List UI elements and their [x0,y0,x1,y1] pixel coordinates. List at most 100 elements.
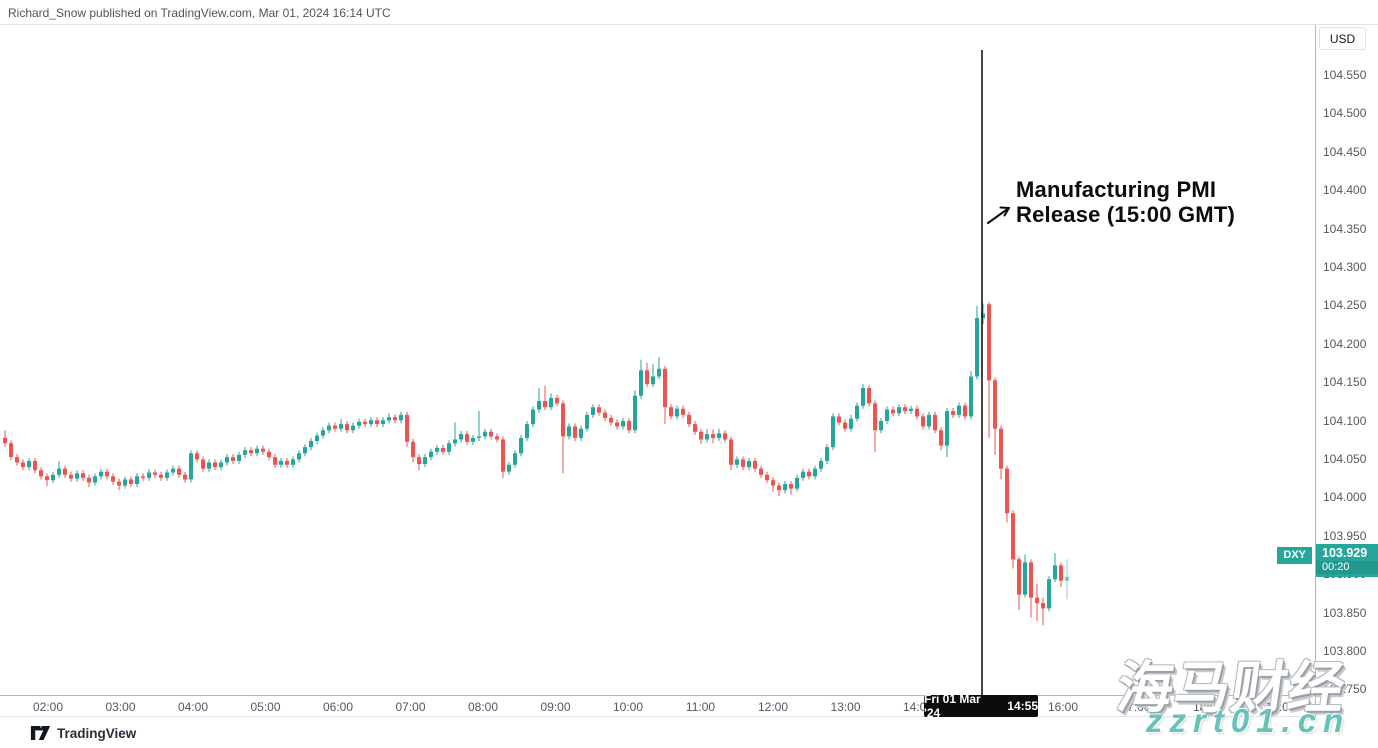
candle [765,474,769,481]
candle [315,435,319,441]
candle [141,476,145,478]
candle [879,421,883,431]
last-price-label: 103.929 00:20 [1316,544,1378,577]
candle [813,468,817,477]
candle [441,447,445,452]
candle [729,439,733,465]
candle [501,439,505,472]
candle [27,460,31,468]
candle [909,408,913,412]
candle [915,408,919,417]
currency-toggle-button[interactable]: USD [1319,27,1366,50]
candle [645,370,649,385]
price-tick: 104.000 [1323,490,1367,505]
candle [159,474,163,478]
candle [201,459,205,469]
candle [483,431,487,437]
time-tick: 16:00 [1047,700,1079,714]
candle [471,437,475,442]
tradingview-logo-icon [30,726,51,740]
candle [423,457,427,465]
candle [963,405,967,417]
candle [411,441,415,458]
candle [651,376,655,385]
candle [405,414,409,442]
candle [567,426,571,437]
candle [1041,603,1045,609]
price-tick: 104.550 [1323,68,1367,82]
candle [507,464,511,472]
candle [99,471,103,477]
candle [213,462,217,468]
candle [369,420,373,425]
time-tick: 02:00 [32,700,64,714]
candle [177,468,181,475]
price-tick: 104.350 [1323,221,1367,236]
candle [771,480,775,486]
candle [1029,562,1033,598]
candle [717,433,721,438]
time-tick: 12:00 [757,700,789,714]
candle [339,424,343,429]
price-axis[interactable]: USD 104.550 104.500 104.450 104.400 104.350 1… [1315,25,1378,717]
price-tick: 104.400 [1323,183,1367,198]
candle [891,409,895,414]
candle [1053,565,1057,580]
candle [843,422,847,429]
candle [801,471,805,478]
candle [1047,579,1051,609]
candle [579,428,583,438]
price-tick: 103.750 [1323,682,1367,697]
price-tick: 103.800 [1323,644,1367,658]
price-tick: 104.250 [1323,298,1367,313]
candle [15,457,19,463]
candle [609,417,613,423]
time-axis[interactable]: 02:00 03:00 04:00 05:00 06:00 07:00 08:00 09:00… [0,692,1378,720]
candle [681,408,685,415]
time-tick: 19:00 [1265,700,1296,714]
candle [1017,559,1021,595]
candle [591,407,595,415]
candle [243,450,247,455]
candle [819,460,823,469]
candle [381,420,385,425]
candlestick-chart-pane[interactable]: Manufacturing PMI Release (15:00 GMT) [0,25,1315,717]
candle [321,430,325,436]
tradingview-link[interactable]: TradingView [30,724,136,742]
candle [951,411,955,415]
candle [861,388,865,406]
candle [297,453,301,460]
candle [153,472,157,475]
candle [207,462,211,469]
published-by-text: Richard_Snow published on TradingView.co… [8,6,391,20]
candle [453,439,457,444]
candle [627,421,631,431]
last-price-value: 103.929 [1322,546,1368,560]
candle [849,418,853,429]
candle [837,416,841,423]
event-annotation-text: Manufacturing PMI Release (15:00 GMT) [1016,177,1235,227]
event-date: Fri 01 Mar '24 [924,692,981,720]
time-tick: 05:00 [250,700,281,714]
candle [549,397,553,408]
candle [285,460,289,465]
candle [807,471,811,477]
candle [387,417,391,421]
candle [93,476,97,483]
candle [705,434,709,440]
candle [537,401,541,410]
candle [867,388,871,404]
candle [45,476,49,481]
candle [363,421,367,425]
candle [333,425,337,429]
candle [21,462,25,468]
candle [195,453,199,460]
attribution-footer: TradingView [0,717,1378,748]
time-tick: 09:00 [540,700,571,714]
candle [657,368,661,377]
candle [465,434,469,442]
price-tick: 104.500 [1323,106,1367,121]
candle [57,468,61,475]
time-tick: 18:00 [1192,700,1224,714]
